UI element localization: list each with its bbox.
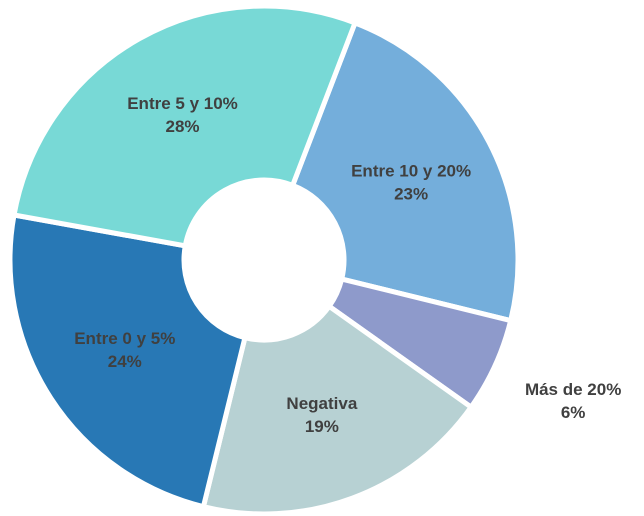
slice (7, 212, 248, 510)
slice-value: 28% (165, 117, 199, 136)
slice (289, 19, 521, 324)
slice-label: Más de 20% (525, 380, 621, 399)
slice-value: 19% (305, 417, 339, 436)
slice-label: Entre 5 y 10% (127, 94, 238, 113)
slice-value: 24% (108, 352, 142, 371)
slice-value: 23% (394, 185, 428, 204)
slice-label: Entre 0 y 5% (74, 329, 175, 348)
slice-value: 6% (561, 403, 586, 422)
slice-label: Negativa (286, 394, 357, 413)
slice (11, 3, 359, 249)
slice (200, 302, 475, 516)
slice-label: Entre 10 y 20% (351, 162, 471, 181)
